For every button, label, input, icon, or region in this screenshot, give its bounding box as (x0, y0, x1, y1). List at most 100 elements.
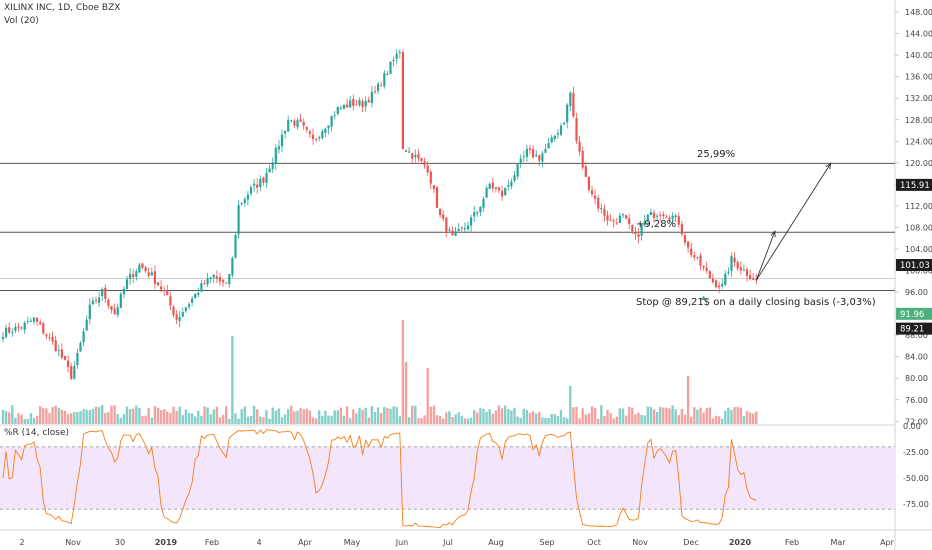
volume-bar (525, 409, 529, 424)
candle-body (466, 225, 470, 229)
price-badge (896, 322, 932, 335)
candle-body (470, 217, 473, 226)
volume-bar (181, 415, 184, 424)
candle-body (643, 221, 646, 226)
volume-bar (48, 412, 51, 424)
volume-bar (646, 406, 649, 424)
volume-bar (674, 409, 677, 424)
candle-body (349, 100, 352, 108)
candle-body (547, 143, 550, 149)
price-tick-label: 72.00 (905, 417, 928, 426)
candle-body (612, 220, 615, 222)
candle-body (432, 185, 435, 189)
candle-body (572, 92, 575, 117)
volume-bar (268, 418, 271, 424)
volume-bar (401, 320, 405, 424)
candle-body (749, 275, 752, 280)
volume-bar (686, 376, 690, 424)
candle-body (370, 91, 373, 104)
candle-body (284, 130, 287, 134)
candle-body (745, 269, 749, 276)
candle-body (646, 214, 649, 221)
volume-bar (621, 408, 625, 424)
candle-body (172, 306, 175, 316)
candle-body (70, 366, 73, 379)
candle-body (336, 106, 339, 114)
candle-body (82, 331, 85, 343)
volume-bar (349, 418, 352, 424)
candle-body (649, 211, 652, 216)
price-tick-label: 88.00 (905, 331, 928, 340)
candle-body (364, 101, 367, 107)
volume-bar (240, 409, 243, 424)
volume-bar (237, 418, 240, 424)
volume-bar (66, 414, 70, 424)
volume-bar (637, 412, 640, 424)
volume-bar (367, 417, 370, 424)
time-tick-label: 2020 (729, 538, 752, 547)
candle-body (491, 182, 494, 189)
price-badge (896, 307, 932, 320)
volume-bar (169, 412, 172, 424)
candle-body (389, 61, 392, 74)
candle-body (138, 264, 141, 273)
candle-body (333, 115, 336, 117)
candle-body (656, 215, 659, 217)
candle-body (45, 334, 48, 337)
candle-body (377, 83, 380, 91)
volume-bar (460, 415, 463, 424)
candle-body (122, 288, 125, 295)
volume-bar (522, 408, 525, 424)
volume-bar (448, 411, 451, 424)
volume-bar (404, 362, 408, 424)
volume-bar (305, 408, 308, 424)
candle-body (541, 153, 544, 162)
candle-body (197, 293, 200, 295)
price-badge (896, 258, 932, 271)
price-tick-label: 112.00 (905, 202, 932, 211)
volume-bar (556, 416, 560, 424)
volume-bar (107, 412, 110, 424)
volume-bar (748, 412, 752, 424)
volume-label: Vol (20) (4, 16, 39, 26)
candle-body (702, 265, 705, 268)
candle-body (293, 120, 296, 126)
candle-body (392, 59, 395, 62)
candle-body (590, 190, 594, 195)
price-tick-label: 144.00 (905, 30, 932, 39)
candle-body (482, 198, 485, 208)
candle-body (315, 138, 318, 140)
price-tick-label: 124.00 (905, 137, 932, 146)
stop-loss-note: Stop @ 89,21$ on a daily closing basis (… (636, 297, 876, 308)
candle-body (429, 171, 432, 184)
volume-bar (73, 412, 76, 424)
volume-bar (615, 416, 618, 424)
volume-bar (469, 417, 473, 424)
candle-body (445, 217, 448, 232)
volume-bar (324, 410, 327, 424)
candle-body (125, 279, 129, 289)
volume-bar (79, 411, 82, 424)
volume-bar (361, 409, 364, 424)
candle-body (634, 232, 637, 235)
volume-bar (597, 418, 600, 424)
volume-bar (225, 406, 228, 424)
volume-bar (159, 410, 163, 424)
volume-bar (32, 417, 36, 424)
candle-body (473, 212, 476, 217)
volume-bar (370, 406, 374, 424)
candle-body (129, 274, 132, 279)
volume-bar (302, 409, 305, 424)
volume-bar (26, 418, 29, 424)
candle-body (501, 190, 504, 197)
candle-body (615, 222, 618, 224)
price-tick-label: 76.00 (905, 396, 928, 405)
volume-bar (513, 407, 516, 424)
volume-bar (187, 412, 191, 424)
candle-body (265, 173, 268, 183)
volume-bar (138, 407, 141, 424)
candle-body (107, 299, 110, 306)
volume-bar (20, 414, 23, 424)
time-tick-label: 30 (115, 538, 125, 547)
